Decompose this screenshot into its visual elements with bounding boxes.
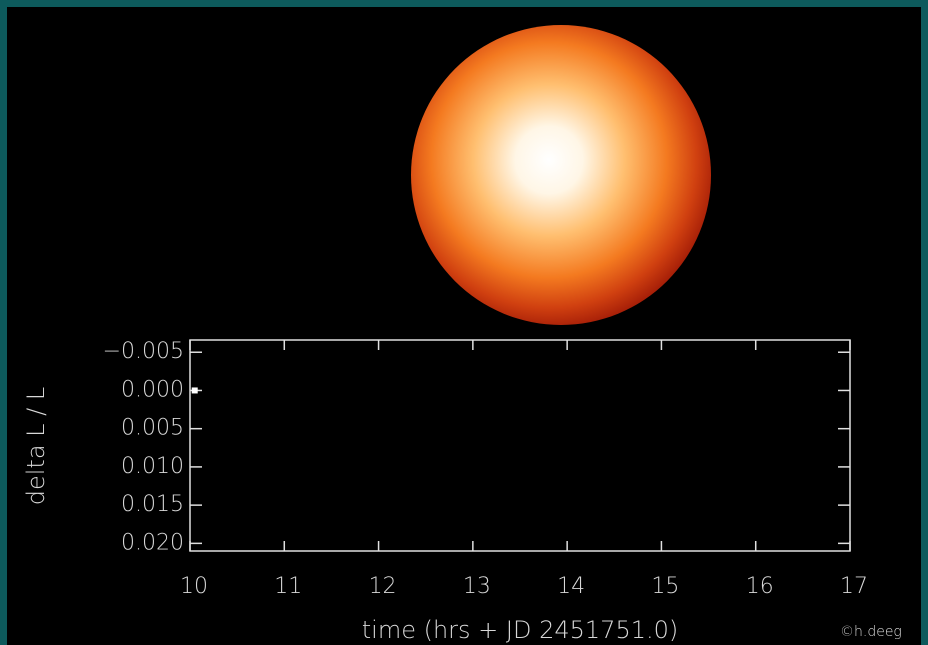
y-axis-label: delta L / L [22,387,50,506]
y-tick-label: −0.005 [103,339,184,364]
x-tick-label: 13 [463,574,491,599]
y-tick-label: 0.020 [121,530,184,555]
y-tick-label: 0.010 [121,454,184,479]
x-tick-label: 10 [180,574,208,599]
y-tick-label: 0.000 [121,377,184,402]
credit: ©h.deeg [840,624,902,640]
star [411,25,711,325]
x-tick-label: 15 [651,574,679,599]
y-tick-label: 0.015 [121,492,184,517]
y-tick-label: 0.005 [121,416,184,441]
x-axis-label: time (hrs + JD 2451751.0) [362,616,679,644]
x-tick-label: 17 [840,574,868,599]
x-tick-label: 14 [557,574,585,599]
data-point [191,387,198,394]
plot-frame [189,339,851,552]
x-tick-label: 11 [274,574,302,599]
x-tick-label: 16 [746,574,774,599]
x-tick-label: 12 [369,574,397,599]
